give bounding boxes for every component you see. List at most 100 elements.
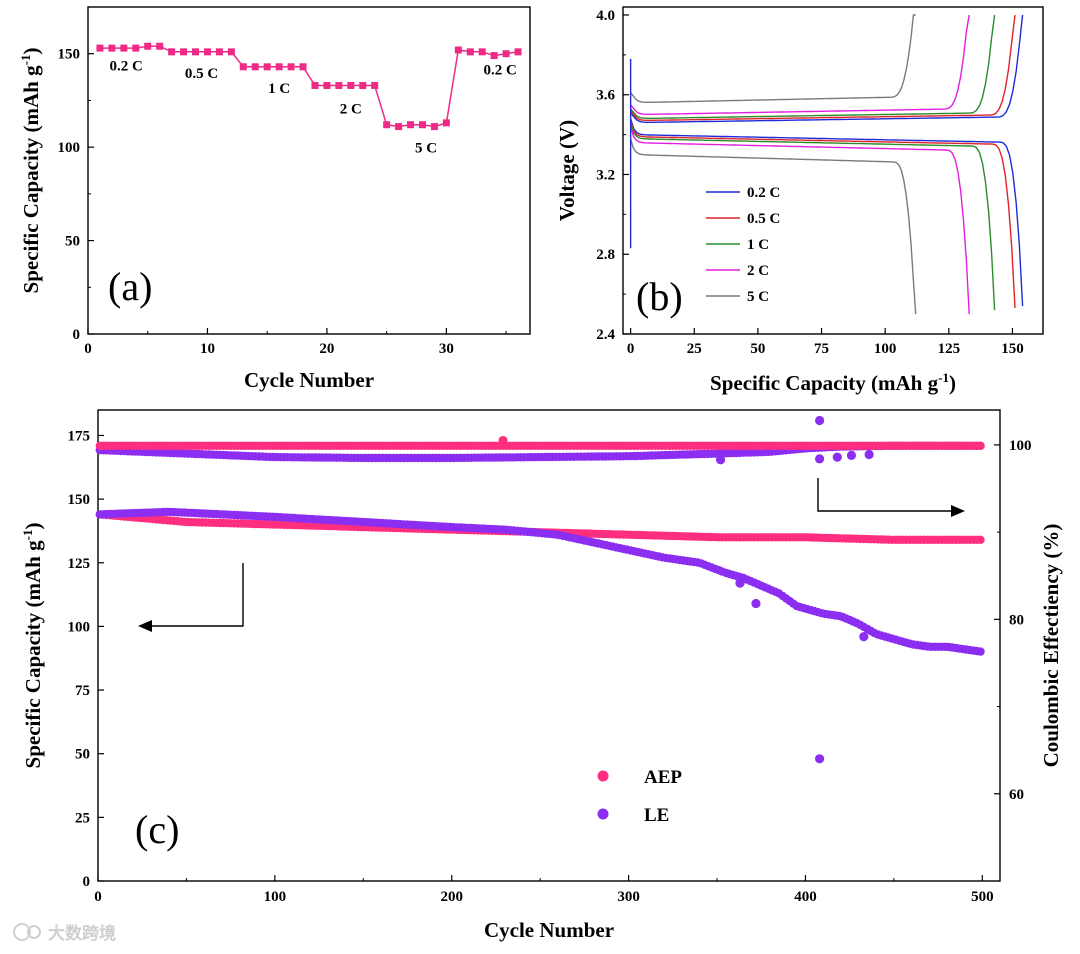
panel-a-y-tick-label: 50 [65,234,80,250]
panel-a-x-tick-label: 20 [319,341,334,357]
panel-c-right-arrow-head [951,505,965,517]
panel-c-y-left-tick-label: 175 [68,428,91,444]
panel-c-outlier-point [715,455,726,465]
panel-c-label: (c) [135,807,179,852]
panel-b-frame [622,6,1044,335]
panel-a-data-point [132,44,140,52]
panel-c-frame [97,409,1001,882]
watermark-logo-icon [13,923,31,941]
panel-b-x-axis-label: Specific Capacity (mAh g-1) [710,370,956,395]
panel-b-y-tick-label: 4.0 [596,8,615,24]
panel-a-data-point [192,48,200,56]
panel-b-discharge-curve [629,118,1024,307]
panel-c-outlier-point [751,598,761,609]
panel-a-rate-label: 5 C [415,141,437,157]
panel-a-data-point [251,63,259,71]
panel-b-y-tick-label: 2.8 [596,247,615,263]
panel-a-data-point [156,42,164,50]
panel-c-y-right-tick-label: 100 [1009,438,1032,454]
panel-c-outlier-point [815,754,825,764]
panel-a-data-point [323,81,331,89]
panel-c-outlier-point [859,631,869,642]
panel-b-label: (b) [636,274,683,319]
panel-c-y-left-tick-label: 0 [83,874,91,890]
panel-a-data-point [466,48,474,56]
panel-c-y-left-tick-label: 50 [75,747,90,763]
panel-c-y-left-tick-label: 25 [75,810,90,826]
panel-c-x-tick-label: 200 [440,889,463,905]
panel-b-x-tick-label: 150 [1001,341,1024,357]
panel-c-y-left-tick-label: 75 [75,683,90,699]
panel-a-series-line [99,45,519,128]
panel-c-legend-label: LE [644,805,669,826]
panel-a-rate-label: 0.2 C [483,62,516,78]
panel-c-outlier-point [815,415,825,426]
panel-a-data-point [359,81,367,89]
panel-b-x-tick-label: 75 [814,341,829,357]
panel-c-outlier-point [832,452,842,462]
panel-a-y-tick-label: 100 [58,140,81,156]
panel-a-data-point [108,44,116,52]
panel-c-outlier-point [846,450,857,460]
panel-a-y-tick-label: 0 [73,327,81,343]
panel-a-data-point [227,48,235,56]
panel-b-y-axis-label: Voltage (V) [555,120,579,221]
panel-a-data-point [442,119,450,127]
panel-c-outlier-point [735,578,745,588]
panel-a-data-point [407,121,415,129]
panel-a-data-point [263,63,271,71]
panel-b-x-tick-label: 0 [627,341,635,357]
panel-b-discharge-curve [629,122,996,311]
panel-a-frame [87,6,531,335]
panel-a-data-point [383,121,391,129]
panel-a-data-point [335,81,343,89]
panel-c-outlier-point [498,435,508,446]
panel-c-left-arrow-head [138,620,152,632]
panel-b-charge-curve [630,14,1024,124]
panel-c-x-tick-label: 0 [94,889,102,905]
panel-b-legend-label: 5 C [747,289,769,305]
panel-a-data-point [514,48,522,56]
panel-b-y-tick-label: 3.2 [596,167,615,183]
panel-a-data-point [478,48,486,56]
panel-a-data-point [347,81,355,89]
panel-a-label: (a) [108,264,152,309]
panel-a-x-tick-label: 0 [84,341,92,357]
panel-b-y-tick-label: 2.4 [596,327,615,343]
panel-c-x-axis-label: Cycle Number [484,918,614,942]
watermark-text: 大数跨境 [48,923,116,944]
panel-c-x-tick-label: 400 [794,889,817,905]
panel-c-outlier-point [864,449,874,460]
panel-c-outlier-point [815,454,825,464]
panel-a-data-point [239,63,247,71]
panel-a-data-point [275,63,283,71]
panel-a-data-point [371,81,379,89]
panel-c-legend-label: AEP [644,767,682,788]
panel-b-discharge-curve [629,120,1016,309]
panel-a-rate-label: 0.5 C [185,66,218,82]
panel-a-rate-label: 0.2 C [110,59,143,75]
panel-c-y-left-tick-label: 125 [68,556,91,572]
panel-b-charge-curve [630,14,1016,122]
panel-c-y-right-axis-label: Coulombic Effectiency (%) [1039,524,1063,768]
panel-a-y-axis-label: Specific Capacity (mAh g-1) [18,48,43,294]
panel-c-x-tick-label: 100 [264,889,287,905]
watermark-logo-icon-2 [27,925,41,939]
panel-b-x-tick-label: 25 [687,341,702,357]
panel-a-data-point [203,48,211,56]
panel-a-data-point [120,44,128,52]
panel-c-legend-marker [597,770,609,782]
panel-a-data-point [96,44,104,52]
panel-a-rate-label: 1 C [268,81,290,97]
watermark: 大数跨境 [13,923,116,944]
panel-c-x-tick-label: 500 [971,889,994,905]
panel-c-y-right-tick-label: 60 [1009,787,1024,803]
panel-c-y-left-tick-label: 150 [68,492,91,508]
panel-c-aep-efficiency-point [976,441,985,450]
panel-c-right-axis-arrow [817,478,962,512]
panel-b-legend-label: 0.5 C [747,211,780,227]
panel-a-data-point [490,52,498,60]
panel-c-y-left-axis-label: Specific Capacity (mAh g-1) [20,523,45,769]
panel-b-charge-curve [630,14,916,104]
